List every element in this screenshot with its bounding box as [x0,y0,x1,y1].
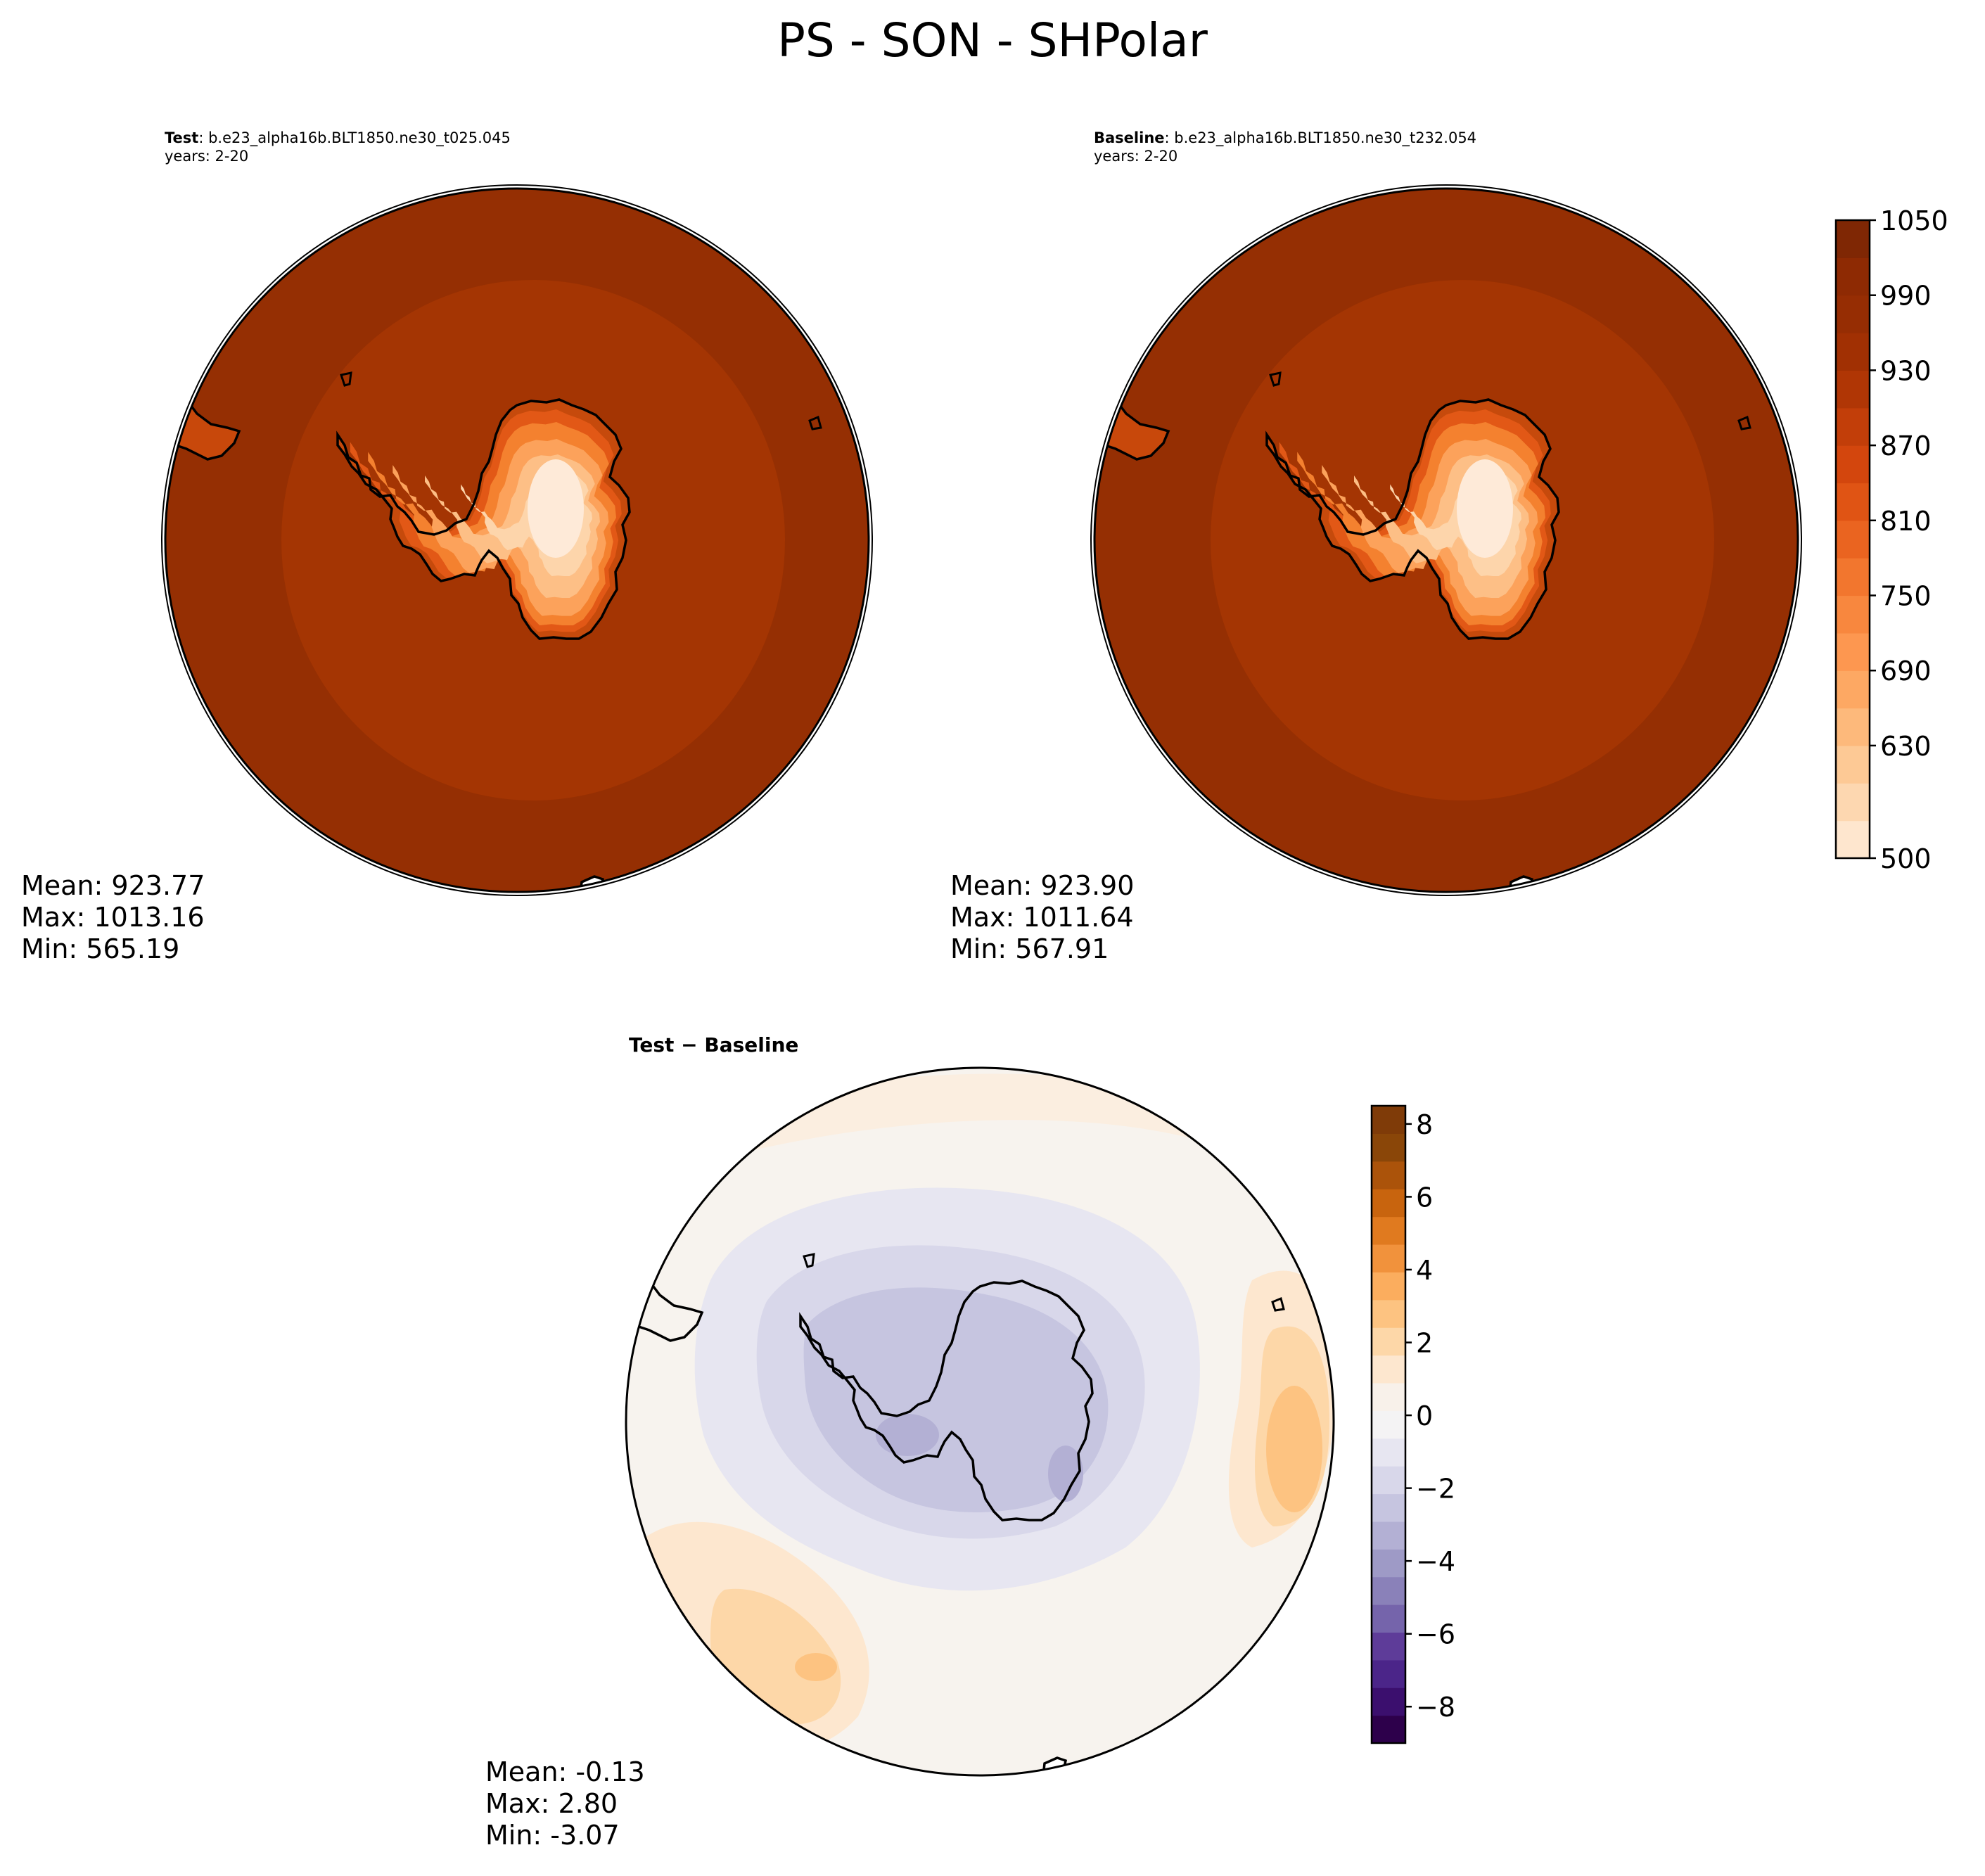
diff-min: Min: -3.07 [485,1820,620,1851]
test-panel-title: Test: b.e23_alpha16b.BLT1850.ne30_t025.0… [165,129,511,147]
test-stats: Mean: 923.77 Max: 1013.16 Min: 565.19 [21,870,205,965]
colorbar-diff-swatch [1372,1493,1405,1522]
colorbar-diff-tick-label: 6 [1416,1182,1433,1213]
colorbar-ps-swatch [1836,745,1870,784]
colorbar-diff-tick-label: −6 [1416,1619,1455,1650]
colorbar-ps-tick-label: 1050 [1880,205,1948,236]
colorbar-diff-swatch [1372,1715,1405,1744]
colorbar-diff-swatch [1372,1327,1405,1356]
colorbar-ps-swatch [1836,407,1870,446]
diff-stats: Mean: -0.13 Max: 2.80 Min: -3.07 [485,1756,645,1851]
colorbar-diff-tick-label: −2 [1416,1474,1455,1505]
colorbar-ps-swatch [1836,370,1870,409]
colorbar-ps-swatch [1836,595,1870,634]
baseline-max: Max: 1011.64 [950,902,1134,933]
diff-title-baseline: Baseline [704,1033,799,1057]
colorbar-diff-swatch [1372,1272,1405,1301]
test-min: Min: 565.19 [21,933,180,964]
colorbar-diff-swatch [1372,1410,1405,1439]
diff-max: Max: 2.80 [485,1788,618,1819]
colorbar-ps-swatch [1836,295,1870,333]
baseline-years: years: 2-20 [1094,148,1178,165]
colorbar-diff-swatch [1372,1355,1405,1384]
colorbar-diff-tick-label: 2 [1416,1328,1433,1359]
baseline-stats: Mean: 923.90 Max: 1011.64 Min: 567.91 [950,870,1134,965]
colorbar-diff: 8 6 4 2 0 −2 −4 −6 −8 [1370,1104,1455,1744]
baseline-title-label: Baseline [1094,129,1165,146]
colorbar-diff-swatch [1372,1659,1405,1688]
colorbar-diff-swatch [1372,1216,1405,1245]
colorbar-ps-tick-label: 930 [1880,355,1932,386]
colorbar-diff-swatch [1372,1604,1405,1633]
colorbar-diff-tick-label: 0 [1416,1400,1433,1431]
colorbar-ps-swatch [1836,445,1870,484]
colorbar-diff-swatch [1372,1466,1405,1495]
colorbar-diff-swatch [1372,1632,1405,1661]
colorbar-ps-swatch [1836,670,1870,709]
colorbar-diff-swatch [1372,1549,1405,1578]
colorbar-ps-tick-label: 810 [1880,506,1932,537]
colorbar-ps-swatch [1836,257,1870,296]
colorbar-diff-swatch [1372,1521,1405,1550]
diff-mean: Mean: -0.13 [485,1756,645,1787]
colorbar-diff-swatch [1372,1438,1405,1467]
colorbar-diff-tick-label: −8 [1416,1692,1455,1723]
baseline-map [1090,184,1802,896]
colorbar-diff-swatch [1372,1687,1405,1716]
colorbar-diff-swatch [1372,1133,1405,1162]
test-mean: Mean: 923.77 [21,870,205,901]
test-case-name: : b.e23_alpha16b.BLT1850.ne30_t025.045 [198,129,511,146]
colorbar-diff-swatch [1372,1382,1405,1411]
colorbar-diff-frame [1370,1104,1407,1744]
colorbar-diff-swatch [1372,1576,1405,1605]
colorbar-diff-swatch [1372,1161,1405,1189]
colorbar-ps-swatch [1836,820,1870,859]
test-years: years: 2-20 [165,148,249,165]
diff-title-operator: − [674,1033,705,1057]
colorbar-ps-tick-label: 990 [1880,281,1932,312]
difference-map [625,1066,1335,1777]
colorbar-ps-swatch [1836,483,1870,521]
figure-title: PS - SON - SHPolar [777,13,1208,68]
colorbar-ps: 1050 990 930 870 810 750 690 630 500 [1834,205,1948,874]
colorbar-ps-swatch [1836,632,1870,671]
colorbar-ps-tick-label: 630 [1880,731,1932,762]
test-map [161,184,873,896]
colorbar-diff-swatch [1372,1106,1405,1134]
colorbar-ps-tick-label: 690 [1880,656,1932,687]
colorbar-ps-swatch [1836,783,1870,822]
colorbar-diff-swatch [1372,1299,1405,1328]
colorbar-diff-tick-label: 8 [1416,1109,1433,1140]
test-title-label: Test [165,129,199,146]
test-max: Max: 1013.16 [21,902,205,933]
baseline-mean: Mean: 923.90 [950,870,1135,901]
diff-title-test: Test [629,1033,675,1057]
colorbar-ps-swatch [1836,558,1870,596]
colorbar-ps-swatch [1836,333,1870,371]
colorbar-ps-swatch [1836,708,1870,746]
colorbar-ps-swatch [1836,220,1870,258]
baseline-panel-title: Baseline: b.e23_alpha16b.BLT1850.ne30_t2… [1094,129,1476,147]
colorbar-ps-swatch [1836,520,1870,559]
colorbar-diff-tick-label: −4 [1416,1546,1455,1577]
diff-panel-title: Test − Baseline [629,1033,798,1057]
colorbar-ps-tick-label: 500 [1880,843,1932,874]
colorbar-ps-tick-label: 870 [1880,430,1932,461]
baseline-case-name: : b.e23_alpha16b.BLT1850.ne30_t232.054 [1164,129,1477,146]
colorbar-ps-frame [1834,219,1871,860]
colorbar-diff-swatch [1372,1189,1405,1218]
colorbar-diff-swatch [1372,1244,1405,1272]
colorbar-ps-tick-label: 750 [1880,581,1932,612]
colorbar-diff-tick-label: 4 [1416,1255,1433,1286]
baseline-min: Min: 567.91 [950,933,1109,964]
